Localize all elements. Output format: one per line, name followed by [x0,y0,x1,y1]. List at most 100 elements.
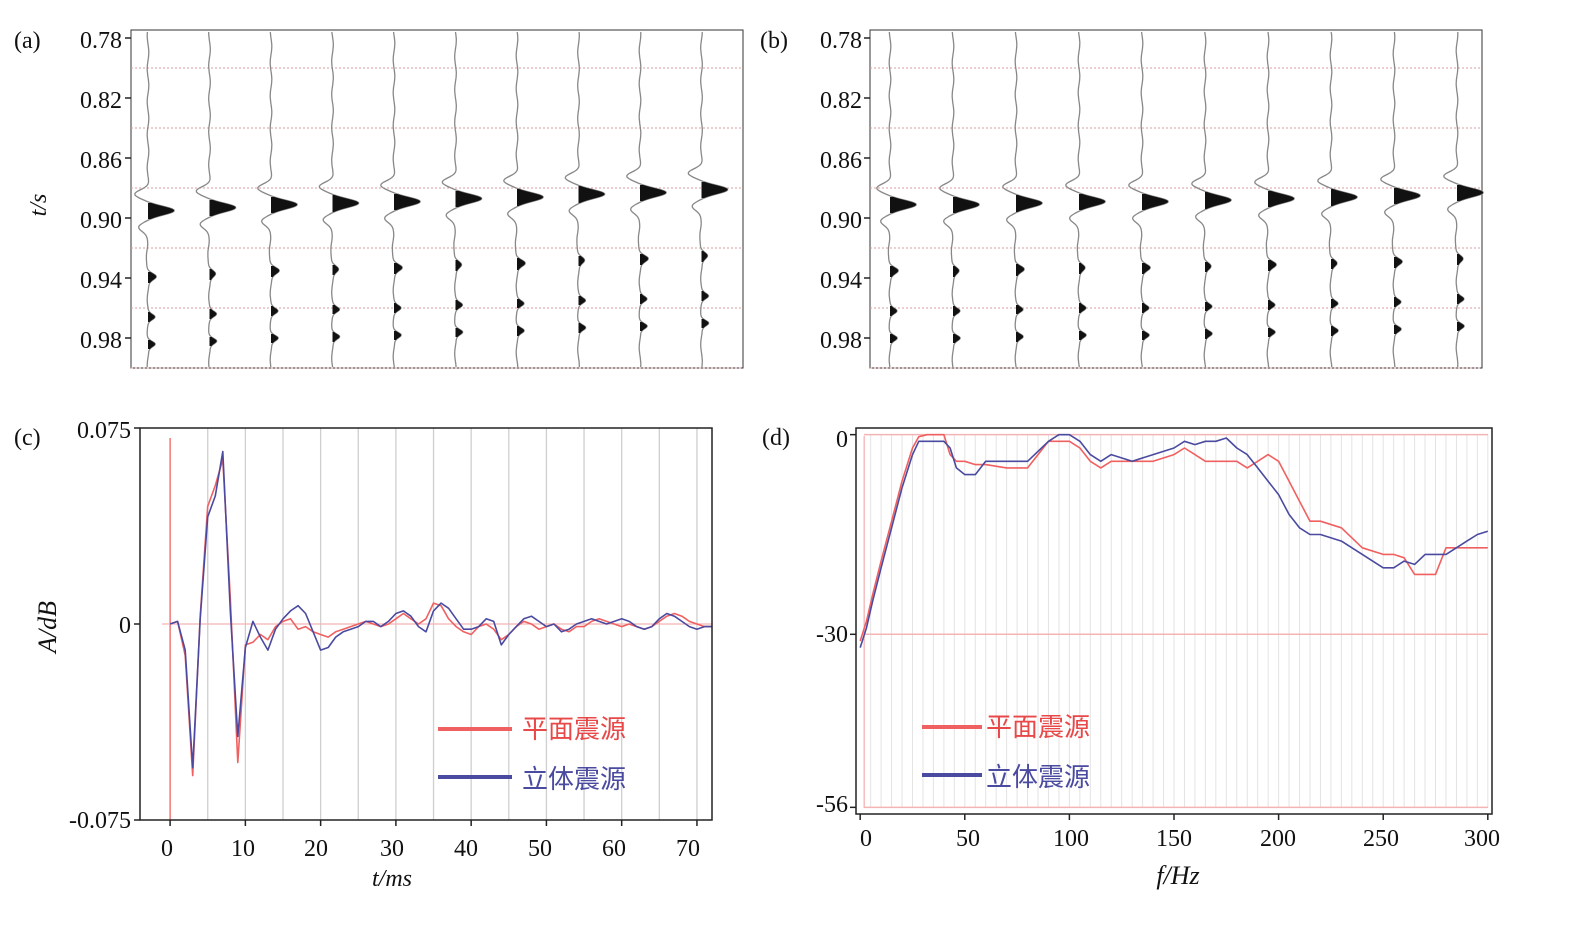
panel-a-trace-4-fill [332,265,339,275]
panel-b-trace-2-fill [953,197,980,213]
panel-b-ytick: 0.98 [820,328,862,354]
panel-b-trace-6-fill [1205,262,1211,272]
panel-d-ytick: -30 [816,622,848,648]
panel-b-trace-4-fill [1079,194,1106,210]
panel-b-ytick: 0.90 [820,208,862,234]
panel-b-trace-4-fill [1079,331,1087,340]
panel-c-legend-label-solid: 立体震源 [522,765,626,794]
panel-c-x-ticks: 0 10 20 30 40 50 60 70 [161,836,700,862]
panel-a-trace-2-fill [209,200,236,216]
panel-a-ytick: 0.98 [80,328,122,354]
panel-b-y-ticks: 0.78 0.82 0.86 0.90 0.94 0.98 [820,28,862,354]
panel-d-xtick: 50 [956,826,980,852]
panel-a-trace-9-fill [640,185,667,201]
panel-a-trace-6-fill [455,328,463,337]
panel-b-trace-10-fill [1457,254,1463,265]
panel-c-legend-label-plane: 平面震源 [522,715,626,744]
panel-a-label: (a) [14,28,41,54]
panel-b-trace-1-fill [890,334,898,343]
panel-a-trace-9-fill [640,322,648,331]
panel-b-trace-8-fill [1331,189,1358,206]
panel-a-trace-1-fill [148,272,157,283]
panel-b-trace-9-fill [1394,325,1402,334]
panel-b-trace-2-fill [953,306,960,316]
panel-c-xtick: 40 [454,836,478,862]
panel-a-trace-8-fill [578,296,586,305]
panel-d-series-solid [859,433,1489,648]
panel-d-series [859,433,1489,648]
panel-b-trace-7-fill [1268,328,1276,337]
panel-d-xlabel: f/Hz [1156,861,1199,890]
panel-b-trace-7-fill [1268,191,1295,207]
panel-c-series-solid [169,450,712,769]
panel-d-spectrum-chart: (d) 0 -30 -56 0 50 100 150 200 250 300 f… [762,425,1500,890]
panel-c-ytick: 0.075 [77,418,131,444]
panel-a-seismic: (a) t/s 0.78 0.82 0.86 0.90 0.94 0.98 [14,28,744,369]
panel-a-ytick: 0.90 [80,208,122,234]
panel-b-ytick: 0.78 [820,28,862,54]
panel-d-grid [850,433,1489,820]
panel-b-trace-3-fill [1016,305,1023,314]
panel-b-trace-8-fill [1331,259,1337,269]
panel-b-trace-9-fill [1394,257,1403,268]
panel-a-y-ticks: 0.78 0.82 0.86 0.90 0.94 0.98 [80,28,122,354]
panel-a-trace-1 [134,31,175,367]
panel-d-label: (d) [762,425,790,451]
panel-b-trace-2-fill [953,266,959,277]
panel-c-xtick: 0 [161,836,173,862]
panel-a-plot-frame [130,29,744,369]
panel-a-trace-6-fill [455,300,463,310]
panel-c-frame [139,427,713,821]
panel-b-trace-5-fill [1142,303,1149,313]
panel-a-trace-8-fill [578,256,585,266]
panel-a-trace-7-fill [517,326,525,336]
panel-a-trace-1-fill [148,312,155,322]
panel-b-trace-4-fill [1079,263,1085,274]
panel-b-trace-6-fill [1205,329,1213,339]
panel-b-trace-10-fill [1457,322,1465,331]
panel-a-trace-10-fill [701,319,709,328]
panel-a-trace-4-fill [332,332,340,342]
panel-a-trace-10-fill [701,291,709,301]
panel-a-trace-10-fill [701,251,708,262]
panel-a-trace-5-fill [394,194,421,210]
panel-a-trace-6 [441,31,483,368]
panel-b-plot-frame [869,29,1483,369]
panel-c-ylabel: A/dB [33,601,62,655]
panel-d-x-ticks: 0 50 100 150 200 250 300 [860,826,1500,852]
panel-d-xtick: 250 [1363,826,1399,852]
panel-a-trace-3-fill [271,197,298,213]
panel-a-trace-6-fill [455,260,462,271]
panel-d-xtick: 0 [860,826,872,852]
panel-c-ytick: -0.075 [69,808,131,834]
panel-d-ytick: -56 [816,792,848,818]
panel-b-trace-8-fill [1331,299,1338,308]
panel-d-xtick: 300 [1464,826,1500,852]
panel-a-traces [134,31,729,368]
panel-a-trace-2-fill [209,309,217,319]
panel-b-traces [876,31,1484,368]
panel-c-xtick: 50 [528,836,552,862]
panel-a-ytick: 0.94 [80,268,122,294]
panel-a-trace-1-fill [148,203,175,219]
panel-b-trace-6-fill [1205,192,1232,209]
panel-a-ytick: 0.86 [80,148,122,174]
panel-b-trace-8-fill [1331,326,1339,336]
panel-a-ytick: 0.78 [80,28,122,54]
panel-a-trace-9-fill [640,254,649,265]
panel-b-trace-10-fill [1457,185,1484,201]
panel-a-trace-7-fill [517,258,526,270]
panel-c-legend: 平面震源 立体震源 [438,715,626,794]
panel-a-trace-2 [195,32,237,368]
panel-a-trace-5-fill [394,303,401,313]
panel-d-legend: 平面震源 立体震源 [922,713,1090,792]
panel-a-ylabel: t/s [26,194,52,217]
panel-c-xlabel: t/ms [372,866,412,892]
panel-a-trace-5-fill [394,331,402,340]
panel-a-trace-10 [687,31,729,368]
panel-c-series-plane [169,458,712,777]
panel-b-trace-3-fill [1016,264,1025,276]
panel-c-label: (c) [14,425,41,451]
panel-b-trace-6-fill [1205,302,1212,311]
